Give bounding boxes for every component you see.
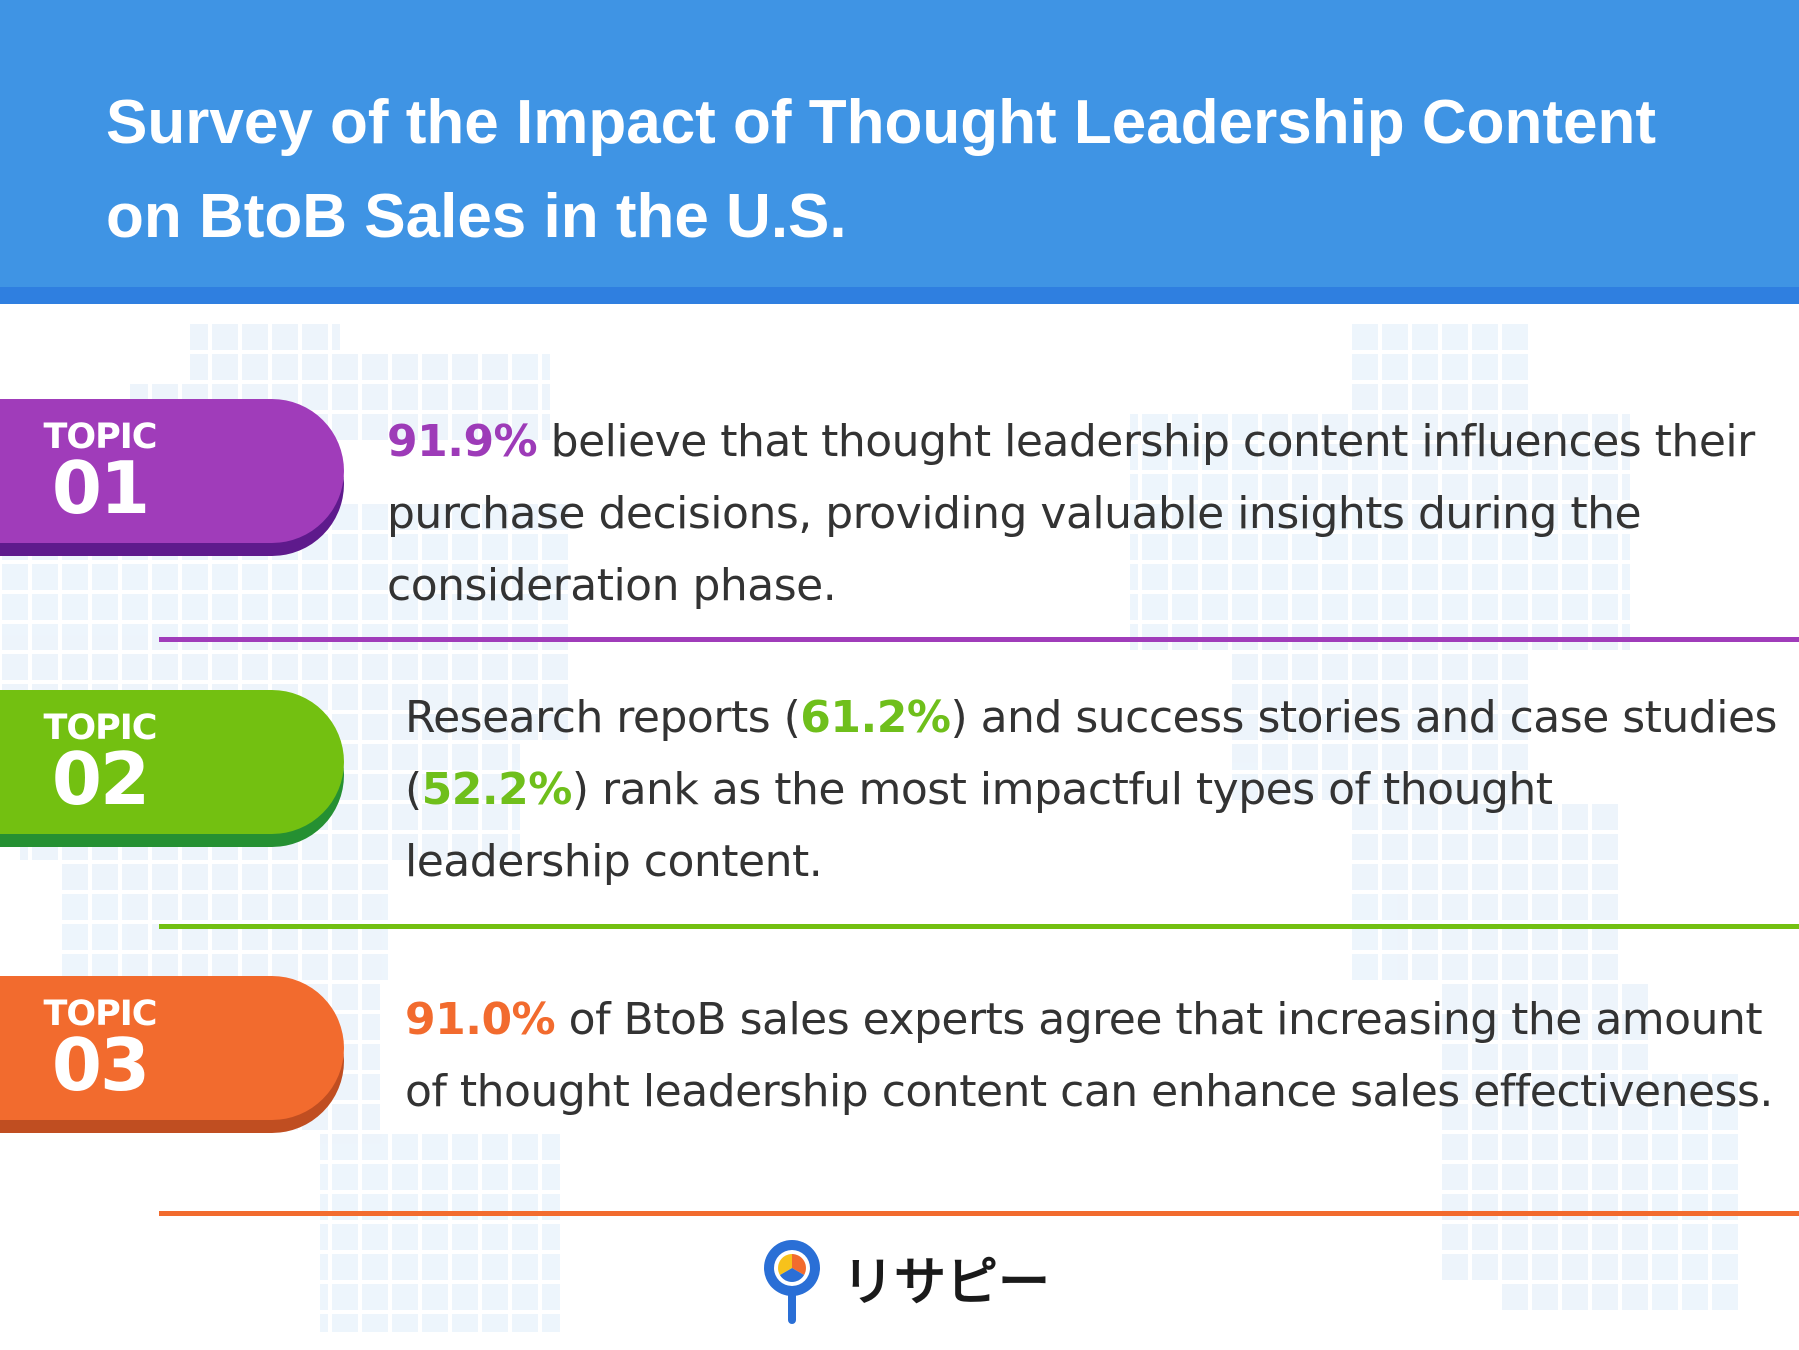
header-banner: Survey of the Impact of Thought Leadersh… [0, 0, 1799, 304]
topic-03-tab: TOPIC 03 [0, 976, 344, 1120]
topic-02-body-1: Research reports ( [405, 692, 801, 743]
topic-03-text: 91.0% of BtoB sales experts agree that i… [405, 984, 1785, 1128]
topic-01-highlight: 91.9% [387, 416, 538, 467]
topic-03-body: of BtoB sales experts agree that increas… [405, 994, 1773, 1117]
topic-02-highlight-2: 52.2% [421, 764, 573, 815]
magnifier-pie-icon [764, 1240, 820, 1324]
brand-logo-text: リサピー [842, 1253, 1050, 1313]
title-line-1: Survey of the Impact of Thought Leadersh… [106, 88, 1657, 157]
topic-03-number: 03 [51, 1023, 150, 1107]
topic-03-label: TOPIC [43, 994, 158, 1034]
topic-01-body: believe that thought leadership content … [387, 416, 1755, 611]
topic-02-label: TOPIC [43, 708, 158, 748]
topic-02-body-3: ) rank as the most impactful types of th… [405, 764, 1553, 887]
title-line-2: on BtoB Sales in the U.S. [106, 182, 847, 251]
topic-01-tab: TOPIC 01 [0, 399, 344, 543]
topic-02-highlight-1: 61.2% [800, 692, 951, 743]
topic-01-text: 91.9% believe that thought leadership co… [387, 406, 1767, 622]
topic-02-text: Research reports (61.2%) and success sto… [405, 682, 1785, 898]
topic-01-divider [159, 637, 1799, 642]
topic-03-highlight: 91.0% [405, 994, 556, 1045]
brand-logo: リサピー [764, 1240, 1050, 1324]
topic-02-tab: TOPIC 02 [0, 690, 344, 834]
topic-01-label: TOPIC [43, 417, 158, 457]
topic-02-number: 02 [51, 737, 150, 821]
page-title: Survey of the Impact of Thought Leadersh… [106, 76, 1746, 264]
topic-02-body-2: ) and success stories and case studies ( [405, 692, 1777, 815]
topic-02-divider [159, 924, 1799, 929]
topic-01-number: 01 [51, 446, 150, 530]
topic-03-divider [159, 1211, 1799, 1216]
